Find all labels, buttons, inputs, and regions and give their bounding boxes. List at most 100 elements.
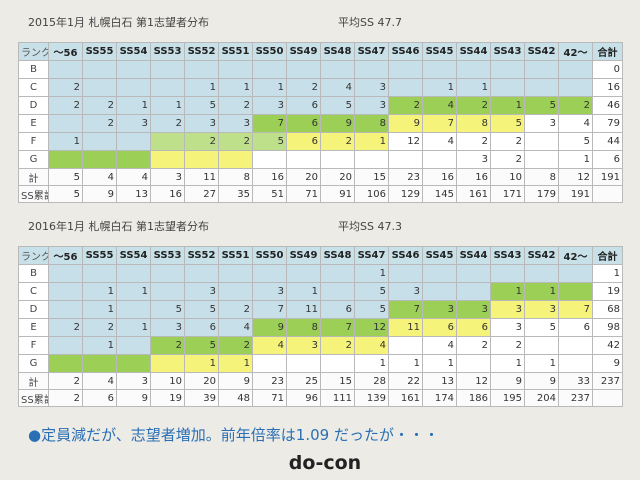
count-cell (456, 264, 491, 283)
table2-title: 2016年1月 札幌白石 第1志望者分布 (28, 220, 209, 233)
column-header: SS42 (524, 42, 559, 61)
sum-row: 計 2 4 3 10 20 9 23 25 15 28 22 13 12 9 9 33 237 (18, 372, 623, 390)
count-cell: 2 (456, 96, 491, 115)
cumulative-row-cell: 13 (116, 185, 151, 203)
count-cell (48, 150, 83, 169)
count-cell: 3 (490, 318, 525, 337)
count-cell: 5 (252, 132, 287, 151)
count-cell (524, 60, 559, 79)
sum-row-cell: 15 (320, 372, 355, 390)
sum-row-cell: 4 (116, 168, 151, 186)
count-cell: 2 (286, 78, 321, 97)
count-cell: 6 (422, 318, 457, 337)
count-cell: 2 (456, 132, 491, 151)
count-cell: 4 (320, 78, 355, 97)
cumulative-row-cell: 195 (490, 389, 525, 407)
count-cell (286, 60, 321, 79)
count-cell (48, 282, 83, 301)
cumulative-row: SS累計591316273551719110612914516117117919… (18, 185, 623, 203)
table1-caption: 2015年1月 札幌白石 第1志望者分布 平均SS 47.7 (28, 14, 618, 30)
count-cell (150, 132, 185, 151)
column-header: SS55 (82, 42, 117, 61)
sum-row-cell: 2 (48, 372, 83, 390)
count-cell (388, 60, 423, 79)
sum-row-cell: 5 (48, 168, 83, 186)
count-cell: 3 (422, 300, 457, 319)
count-cell: 2 (82, 318, 117, 337)
column-header: 合計 (592, 246, 623, 265)
column-header: SS51 (218, 42, 253, 61)
column-header: SS46 (388, 246, 423, 265)
cumulative-row-cell: 48 (218, 389, 253, 407)
table-row: D 2 2 1 1 5 2 3 6 5 3 2 4 2 1 5 2 46 (18, 96, 623, 115)
count-cell: 3 (116, 114, 151, 133)
count-cell: 3 (184, 114, 219, 133)
column-header: SS47 (354, 42, 389, 61)
count-cell: 1 (422, 354, 457, 373)
count-cell: 1 (524, 282, 559, 301)
count-cell: 1 (286, 282, 321, 301)
count-cell (150, 264, 185, 283)
column-header: SS53 (150, 246, 185, 265)
column-header: SS52 (184, 42, 219, 61)
table-row: F 1 2 5 2 4 3 2 4 4 2 2 42 (18, 336, 623, 355)
count-cell: 6 (286, 132, 321, 151)
sum-row-cell: 8 (524, 168, 559, 186)
count-cell (48, 264, 83, 283)
sum-row-cell: 33 (558, 372, 593, 390)
cumulative-row-cell: 71 (252, 389, 287, 407)
count-cell (558, 78, 593, 97)
count-cell: 3 (388, 282, 423, 301)
table1-title: 2015年1月 札幌白石 第1志望者分布 (28, 16, 209, 29)
cumulative-row-cell: 129 (388, 185, 423, 203)
count-cell: 1 (354, 264, 389, 283)
count-cell (48, 336, 83, 355)
count-cell: 3 (184, 282, 219, 301)
cumulative-row-cell: 237 (558, 389, 593, 407)
cumulative-row-cell: 96 (286, 389, 321, 407)
sum-row-cell: 3 (116, 372, 151, 390)
header-row: ランク ～56 SS55 SS54 SS53 SS52 SS51 SS50 SS49 SS48 SS… (18, 42, 623, 61)
count-cell (252, 150, 287, 169)
sum-row-cell: 9 (218, 372, 253, 390)
sum-row-total: 191 (592, 168, 623, 186)
sum-row-cell: 28 (354, 372, 389, 390)
sum-row-cell: 16 (456, 168, 491, 186)
count-cell (116, 264, 151, 283)
table1-distribution: ランク ～56 SS55 SS54 SS53 SS52 SS51 SS50 SS49 SS48 SS… (18, 42, 623, 203)
sum-row-cell: 23 (388, 168, 423, 186)
count-cell: 3 (252, 282, 287, 301)
column-header: SS52 (184, 246, 219, 265)
count-cell: 2 (490, 336, 525, 355)
count-cell (286, 354, 321, 373)
table-row: C 2 1 1 1 2 4 3 1 1 16 (18, 78, 623, 97)
count-cell: 5 (184, 336, 219, 355)
count-cell (456, 282, 491, 301)
count-cell: 1 (490, 96, 525, 115)
logo-text: do-con (288, 452, 362, 474)
count-cell: 8 (456, 114, 491, 133)
count-cell (48, 354, 83, 373)
rank-label: F (18, 132, 49, 151)
count-cell (388, 150, 423, 169)
cumulative-row-cell: 161 (456, 185, 491, 203)
count-cell (558, 354, 593, 373)
sum-row-cell: 10 (150, 372, 185, 390)
count-cell (422, 282, 457, 301)
count-cell: 2 (320, 336, 355, 355)
column-header: SS46 (388, 42, 423, 61)
count-cell: 5 (320, 96, 355, 115)
cumulative-row-cell: 161 (388, 389, 423, 407)
count-cell: 3 (150, 318, 185, 337)
count-cell: 4 (422, 132, 457, 151)
count-cell (354, 150, 389, 169)
count-cell: 2 (388, 96, 423, 115)
column-header: SS51 (218, 246, 253, 265)
column-header: SS44 (456, 42, 491, 61)
sum-row-cell: 11 (184, 168, 219, 186)
count-cell: 1 (48, 132, 83, 151)
table-row: C 1 1 3 3 1 5 3 1 1 19 (18, 282, 623, 301)
cumulative-row-cell: 6 (82, 389, 117, 407)
count-cell: 3 (286, 336, 321, 355)
